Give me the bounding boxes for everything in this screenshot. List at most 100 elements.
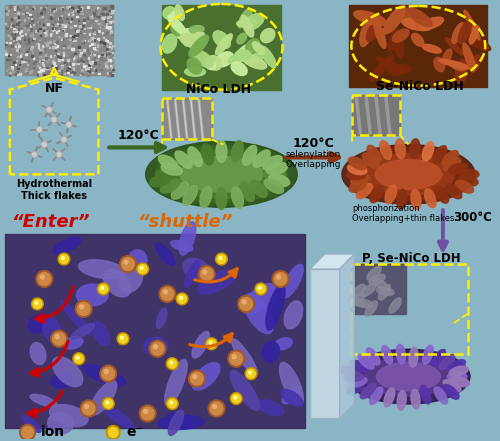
Bar bbox=[74, 9, 76, 11]
Bar bbox=[25, 33, 26, 34]
Bar bbox=[37, 13, 38, 15]
Bar bbox=[76, 9, 78, 11]
Bar bbox=[24, 16, 25, 18]
Bar bbox=[78, 30, 80, 32]
Bar bbox=[18, 12, 19, 14]
Bar bbox=[28, 38, 29, 40]
Bar bbox=[24, 29, 26, 30]
Bar bbox=[94, 12, 96, 13]
Bar bbox=[82, 17, 84, 19]
Ellipse shape bbox=[184, 67, 206, 76]
Bar bbox=[81, 30, 82, 31]
Circle shape bbox=[84, 404, 88, 408]
Bar bbox=[54, 67, 56, 68]
Bar bbox=[72, 63, 74, 64]
Ellipse shape bbox=[252, 42, 264, 54]
Bar bbox=[74, 72, 75, 73]
Bar bbox=[95, 49, 96, 50]
Bar bbox=[85, 72, 86, 74]
Bar bbox=[8, 55, 10, 56]
Ellipse shape bbox=[30, 394, 57, 407]
Circle shape bbox=[140, 405, 156, 422]
Ellipse shape bbox=[361, 284, 376, 296]
Bar bbox=[20, 65, 21, 67]
Bar bbox=[24, 36, 25, 38]
Bar bbox=[44, 5, 45, 7]
Ellipse shape bbox=[235, 50, 251, 61]
Bar bbox=[352, 264, 406, 314]
Bar bbox=[24, 28, 25, 30]
Bar bbox=[75, 29, 76, 30]
Bar bbox=[106, 54, 107, 56]
Bar bbox=[87, 27, 88, 28]
Circle shape bbox=[216, 253, 228, 265]
Ellipse shape bbox=[246, 53, 263, 64]
Bar bbox=[52, 61, 54, 62]
Bar bbox=[51, 65, 52, 66]
Bar bbox=[68, 9, 70, 11]
Bar bbox=[6, 44, 7, 45]
Ellipse shape bbox=[348, 157, 366, 170]
Bar bbox=[107, 61, 108, 62]
Bar bbox=[9, 72, 11, 73]
Ellipse shape bbox=[213, 31, 230, 49]
Bar bbox=[17, 8, 18, 9]
Bar bbox=[57, 22, 58, 24]
Bar bbox=[100, 41, 102, 43]
Circle shape bbox=[159, 285, 176, 303]
Ellipse shape bbox=[156, 169, 177, 180]
Ellipse shape bbox=[366, 348, 380, 365]
Bar bbox=[35, 30, 36, 32]
Bar bbox=[9, 25, 11, 26]
Bar bbox=[44, 42, 46, 43]
Circle shape bbox=[60, 254, 68, 264]
Bar bbox=[107, 74, 108, 76]
Bar bbox=[42, 49, 43, 51]
Bar bbox=[107, 55, 108, 57]
Bar bbox=[60, 71, 62, 72]
Bar bbox=[51, 44, 52, 45]
Bar bbox=[98, 55, 99, 57]
Bar bbox=[78, 60, 79, 61]
Bar bbox=[107, 72, 108, 74]
Bar bbox=[98, 56, 100, 57]
Bar bbox=[55, 49, 56, 51]
Ellipse shape bbox=[236, 19, 256, 27]
Ellipse shape bbox=[458, 20, 471, 44]
Bar bbox=[14, 11, 15, 12]
Circle shape bbox=[258, 287, 261, 289]
Ellipse shape bbox=[456, 180, 473, 193]
Bar bbox=[107, 45, 108, 47]
Circle shape bbox=[122, 258, 134, 270]
Bar bbox=[30, 48, 32, 50]
Ellipse shape bbox=[166, 150, 276, 198]
Ellipse shape bbox=[384, 5, 406, 34]
Bar bbox=[64, 62, 66, 64]
Text: phosphorization
Overlapping+thin flakes: phosphorization Overlapping+thin flakes bbox=[352, 204, 454, 223]
Circle shape bbox=[188, 370, 205, 387]
Ellipse shape bbox=[367, 267, 381, 280]
Circle shape bbox=[178, 295, 186, 303]
Bar bbox=[74, 25, 76, 26]
Ellipse shape bbox=[266, 284, 285, 330]
Bar bbox=[87, 49, 88, 51]
Ellipse shape bbox=[262, 156, 282, 170]
Bar bbox=[17, 12, 18, 14]
Bar bbox=[78, 20, 79, 21]
Bar bbox=[102, 46, 104, 47]
Bar bbox=[80, 59, 82, 61]
Bar bbox=[102, 13, 104, 15]
Ellipse shape bbox=[168, 413, 193, 427]
Ellipse shape bbox=[254, 285, 278, 312]
Bar bbox=[54, 62, 55, 64]
Bar bbox=[78, 29, 79, 30]
Bar bbox=[111, 12, 112, 13]
Bar bbox=[93, 33, 94, 34]
Bar bbox=[108, 27, 110, 29]
Ellipse shape bbox=[389, 298, 402, 313]
Bar bbox=[72, 44, 73, 45]
Ellipse shape bbox=[350, 174, 370, 185]
Bar bbox=[34, 33, 36, 35]
Ellipse shape bbox=[446, 38, 464, 55]
Bar bbox=[80, 54, 81, 55]
